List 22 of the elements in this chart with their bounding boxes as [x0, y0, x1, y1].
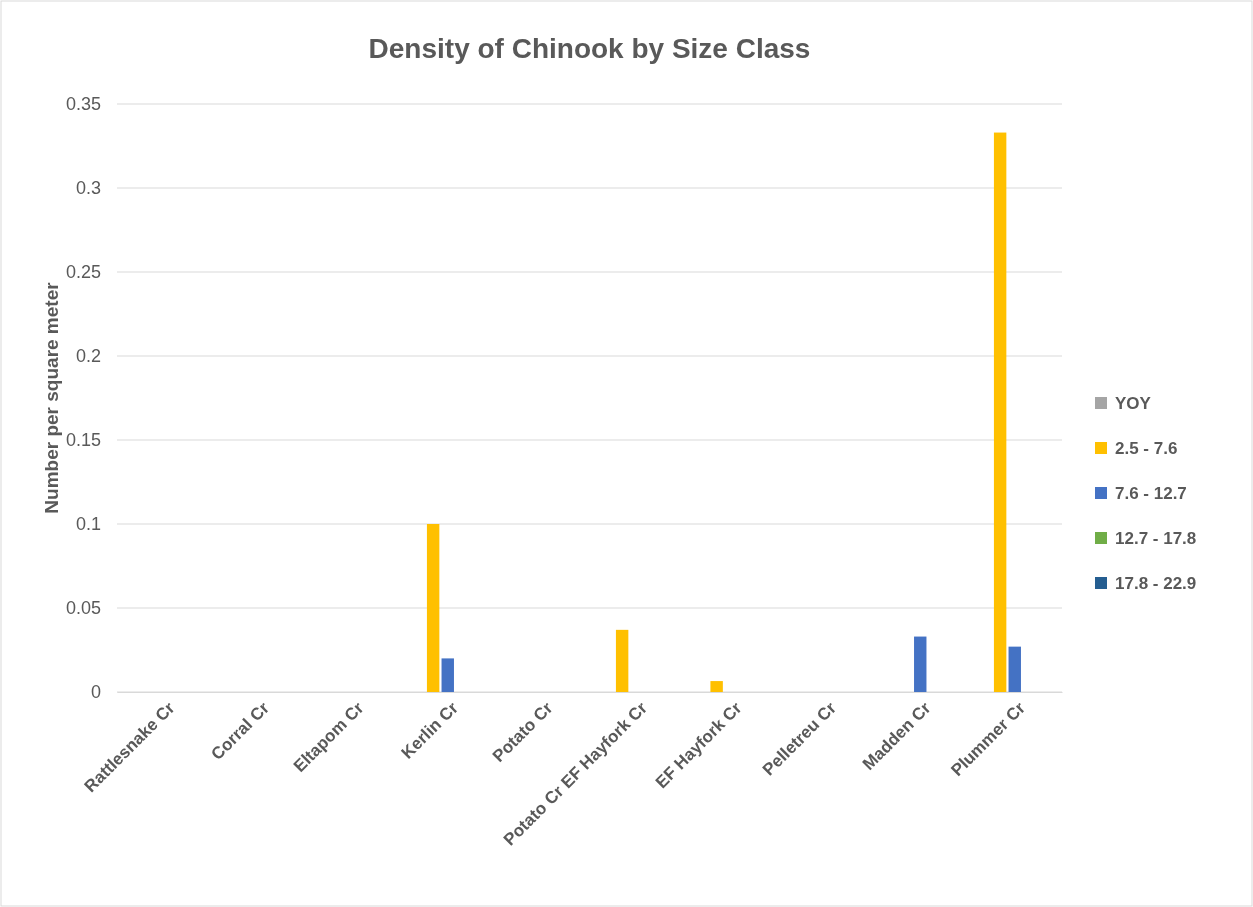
y-tick-label: 0.15 [65, 430, 101, 451]
bar [426, 524, 440, 692]
y-tick-label: 0.05 [65, 598, 101, 619]
bar [1008, 646, 1021, 692]
bar [993, 132, 1007, 692]
legend-label: 12.7 - 17.8 [1115, 529, 1197, 548]
legend-label: 17.8 - 22.9 [1115, 574, 1197, 593]
y-tick-label: 0.2 [75, 346, 101, 367]
y-tick-label: 0.1 [75, 514, 101, 535]
bar [914, 636, 927, 692]
legend-label: 2.5 - 7.6 [1115, 439, 1178, 458]
y-tick-label: 0.25 [65, 262, 101, 283]
y-tick-label: 0.3 [75, 178, 101, 199]
y-tick-label: 0 [90, 682, 101, 703]
y-axis-title: Number per square meter [41, 281, 62, 514]
legend-label: 7.6 - 12.7 [1115, 484, 1187, 503]
chart-title: Density of Chinook by Size Class [368, 33, 811, 64]
bar [615, 629, 629, 692]
bar [710, 681, 723, 692]
y-tick-label: 0.35 [65, 94, 101, 115]
bar [441, 658, 454, 692]
legend-label: YOY [1115, 394, 1152, 413]
